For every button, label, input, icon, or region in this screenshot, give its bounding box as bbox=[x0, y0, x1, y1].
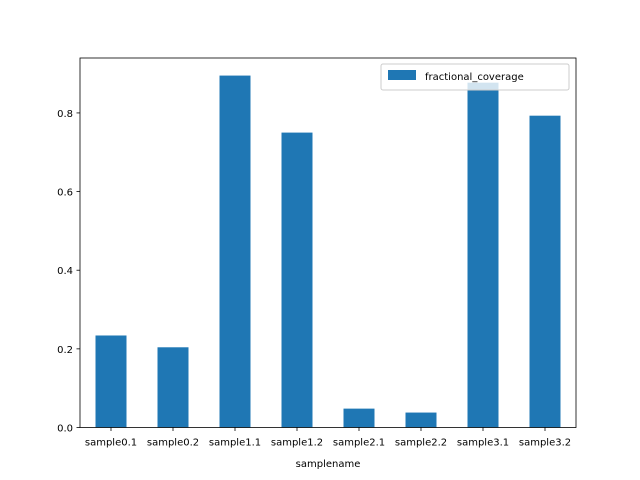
x-tick-label: sample3.2 bbox=[519, 438, 571, 449]
y-tick-label: 0.8 bbox=[57, 109, 73, 120]
bar-sample0-2 bbox=[157, 347, 189, 428]
x-tick-label: sample1.2 bbox=[271, 438, 323, 449]
x-tick-label: sample2.1 bbox=[333, 438, 385, 449]
bar-sample2-2 bbox=[405, 412, 437, 428]
x-tick-label: sample2.2 bbox=[395, 438, 447, 449]
bar-sample3-2 bbox=[529, 115, 561, 428]
x-axis-title: samplename bbox=[296, 459, 361, 470]
bars-group bbox=[95, 75, 561, 428]
y-tick-label: 0.2 bbox=[57, 345, 73, 356]
y-tick-label: 0.4 bbox=[57, 266, 73, 277]
legend-label: fractional_coverage bbox=[425, 72, 524, 83]
legend-swatch bbox=[388, 70, 416, 80]
y-axis-ticks: 0.0 0.2 0.4 0.6 0.8 bbox=[57, 109, 80, 435]
y-tick-label: 0.6 bbox=[57, 188, 73, 199]
legend: fractional_coverage bbox=[380, 63, 570, 91]
y-tick-label: 0.0 bbox=[57, 424, 73, 435]
x-tick-label: sample1.1 bbox=[209, 438, 261, 449]
x-tick-label: sample0.2 bbox=[147, 438, 199, 449]
bar-sample1-2 bbox=[281, 132, 313, 428]
legend-frame bbox=[380, 63, 570, 91]
bar-sample2-1 bbox=[343, 408, 375, 428]
x-axis-ticks: sample0.1 sample0.2 sample1.1 sample1.2 samp… bbox=[85, 427, 571, 449]
x-tick-label: sample0.1 bbox=[85, 438, 137, 449]
x-tick-label: sample3.1 bbox=[457, 438, 509, 449]
bar-sample0-1 bbox=[95, 335, 127, 428]
bar-sample3-1 bbox=[467, 82, 499, 428]
bar-sample1-1 bbox=[219, 75, 251, 428]
plot-frame bbox=[79, 57, 577, 428]
